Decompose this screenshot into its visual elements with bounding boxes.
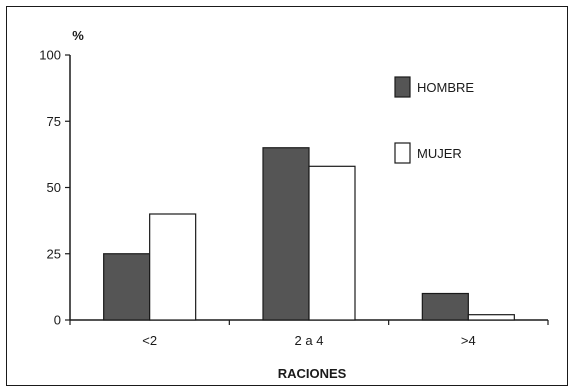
x-tick-label: <2 (142, 333, 157, 348)
bar-mujer-0 (149, 213, 197, 321)
y-tick-label: 100 (39, 48, 61, 63)
x-tick-label: 2 a 4 (295, 333, 324, 348)
y-axis-label: % (72, 28, 84, 43)
y-tick-label: 25 (47, 246, 61, 261)
x-axis-label: RACIONES (278, 366, 347, 381)
bar-mujer-1 (308, 165, 356, 321)
bar-hombre-0 (103, 253, 151, 321)
legend-label-mujer: MUJER (417, 146, 462, 161)
y-tick-label: 0 (54, 313, 61, 328)
legend-swatch-hombre (394, 76, 411, 98)
legend-swatch-mujer (394, 142, 411, 164)
x-tick-label: >4 (461, 333, 476, 348)
bar-hombre-1 (262, 147, 310, 321)
chart-legend: HOMBRE MUJER (394, 76, 474, 164)
y-tick-label: 75 (47, 114, 61, 129)
y-tick-label: 50 (47, 180, 61, 195)
chart-bars (103, 147, 515, 321)
bar-hombre-2 (421, 292, 469, 321)
bar-mujer-2 (467, 314, 515, 321)
legend-label-hombre: HOMBRE (417, 80, 474, 95)
